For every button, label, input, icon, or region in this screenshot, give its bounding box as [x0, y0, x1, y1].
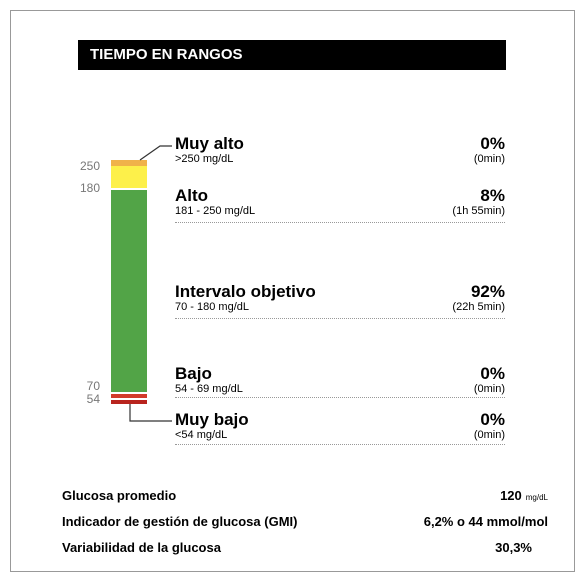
bar-very-high: [111, 160, 147, 166]
range-percent: 92%: [470, 282, 505, 301]
range-duration: (22h 5min): [452, 301, 505, 313]
stat-value: 30,3%: [495, 540, 532, 555]
divider: [175, 318, 505, 319]
connector: [129, 404, 172, 422]
range-limits: 54 - 69 mg/dL: [175, 383, 243, 395]
range-percent: 0%: [480, 134, 505, 153]
range-label: Intervalo objetivo: [175, 282, 316, 301]
axis-label: 70: [86, 379, 100, 393]
range-percent: 0%: [480, 364, 505, 383]
range-limits: <54 mg/dL: [175, 429, 228, 441]
stat-number: 120: [500, 488, 522, 503]
stat-value: 120 mg/dL: [500, 488, 548, 503]
range-label: Muy bajo: [175, 410, 249, 429]
range-limits: 70 - 180 mg/dL: [175, 301, 249, 313]
range-limits: >250 mg/dL: [175, 153, 234, 165]
connector: [139, 145, 172, 161]
stat-label: Glucosa promedio: [62, 488, 177, 503]
range-label: Muy alto: [175, 134, 244, 153]
bar-high: [111, 166, 147, 188]
range-duration: (1h 55min): [452, 205, 505, 217]
bar-low: [111, 394, 147, 398]
range-limits: 181 - 250 mg/dL: [175, 205, 256, 217]
divider: [175, 444, 505, 445]
range-percent: 8%: [480, 186, 505, 205]
range-label: Alto: [175, 186, 209, 205]
range-duration: (0min): [473, 153, 505, 165]
title: TIEMPO EN RANGOS: [78, 40, 506, 70]
stat-number: 6,2% o 44 mmol/mol: [423, 514, 548, 529]
axis-label: 54: [86, 392, 100, 406]
range-duration: (0min): [473, 429, 505, 441]
stat-number: 30,3%: [495, 540, 532, 555]
divider: [175, 222, 505, 223]
divider: [175, 397, 505, 398]
range-percent: 0%: [480, 410, 505, 429]
stat-label: Variabilidad de la glucosa: [62, 540, 221, 555]
bar-target: [111, 190, 147, 392]
frame: [10, 10, 575, 572]
stat-label: Indicador de gestión de glucosa (GMI): [62, 514, 298, 529]
range-duration: (0min): [473, 383, 505, 395]
bar-very-low: [111, 400, 147, 404]
range-label: Bajo: [175, 364, 212, 383]
stat-value: 6,2% o 44 mmol/mol: [424, 514, 548, 529]
axis-label: 250: [79, 159, 100, 173]
axis-label: 180: [79, 181, 100, 195]
stat-unit: mg/dL: [525, 493, 548, 502]
